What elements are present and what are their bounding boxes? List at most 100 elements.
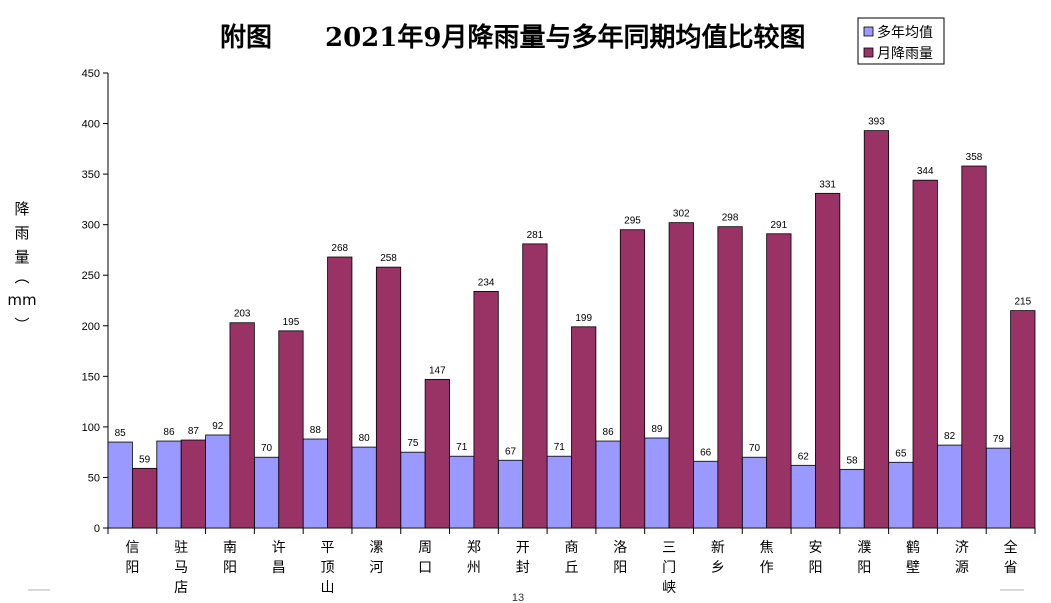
bar-avg	[302, 438, 328, 529]
category-label: 漯河	[369, 540, 383, 576]
category-label: 平顶山	[321, 540, 335, 596]
bar-rainfall	[473, 290, 499, 529]
category-label: 许昌	[272, 540, 286, 576]
y-axis-label: 降 雨 量 ︵ mm ︶	[7, 200, 36, 334]
bar-rainfall	[863, 130, 890, 529]
bar-avg	[497, 459, 524, 529]
data-label: 71	[554, 442, 566, 453]
bar-avg	[693, 460, 719, 529]
category-label: 新乡	[711, 540, 725, 576]
category-label: 濮阳	[857, 540, 871, 576]
bar-rainfall	[766, 233, 792, 529]
data-label: 358	[966, 152, 983, 163]
bar-avg	[253, 456, 280, 529]
bar-rainfall	[961, 165, 987, 529]
bar-avg	[741, 456, 768, 529]
category-label: 郑州	[467, 540, 481, 576]
category-label: 商丘	[565, 540, 579, 576]
data-label: 89	[651, 424, 663, 435]
category-label: 周口	[418, 540, 432, 576]
bar-rainfall	[375, 266, 402, 529]
bar-rainfall	[1010, 310, 1036, 529]
category-label: 济源	[955, 540, 969, 576]
bar-avg	[400, 451, 426, 529]
data-label: 70	[749, 443, 761, 454]
y-label-char: 雨	[14, 224, 29, 242]
data-label: 59	[139, 454, 151, 465]
data-label: 87	[188, 426, 200, 437]
data-label: 88	[310, 425, 322, 436]
bar-rainfall	[131, 467, 158, 529]
bar-rainfall	[717, 226, 743, 529]
data-label: 62	[798, 451, 810, 462]
bar-rainfall	[180, 439, 206, 529]
chart-title-prefix: 附图	[220, 23, 272, 53]
y-tick-label: 300	[82, 220, 100, 232]
y-tick-label: 0	[94, 523, 100, 535]
category-label: 南阳	[223, 540, 237, 576]
data-label: 82	[944, 431, 956, 442]
y-tick-label: 200	[82, 321, 100, 333]
y-label-char: ︵	[14, 268, 29, 286]
data-label: 79	[993, 434, 1005, 445]
data-label: 92	[212, 421, 224, 432]
data-label: 291	[771, 220, 788, 231]
bar-rainfall	[424, 378, 450, 529]
bar-avg	[595, 440, 621, 529]
y-label-char: 量	[14, 248, 29, 266]
data-label: 147	[429, 365, 446, 376]
data-label: 67	[505, 446, 517, 457]
bar-rainfall	[668, 222, 694, 529]
data-label: 86	[603, 427, 615, 438]
bar-avg	[546, 455, 572, 529]
data-label: 80	[359, 433, 371, 444]
data-label: 268	[331, 243, 348, 254]
data-label: 258	[380, 253, 397, 264]
data-label: 195	[283, 317, 300, 328]
bar-avg	[644, 437, 670, 529]
legend-swatch-rain	[863, 47, 874, 58]
bar-avg	[839, 468, 865, 529]
data-label: 331	[819, 179, 836, 190]
category-label: 焦作	[760, 540, 774, 576]
category-label: 驻马店	[174, 540, 188, 596]
data-label: 199	[575, 313, 592, 324]
bar-rainfall	[229, 322, 255, 529]
chart-title: 2021年9月降雨量与多年同期均值比较图	[325, 22, 805, 53]
data-label: 75	[407, 438, 419, 449]
data-label: 393	[868, 117, 885, 128]
category-label: 鹤壁	[906, 540, 920, 576]
legend: 多年均值 月降雨量	[857, 17, 945, 65]
y-tick-label: 250	[82, 270, 100, 282]
bar-avg	[449, 455, 475, 529]
bar-avg	[107, 441, 133, 529]
y-label-char: 降	[14, 200, 29, 218]
bar-avg	[985, 447, 1012, 529]
data-label: 234	[478, 277, 495, 288]
bar-rainfall	[619, 229, 646, 529]
category-label: 信阳	[125, 540, 139, 576]
y-tick-label: 350	[82, 169, 100, 181]
data-label: 281	[527, 230, 544, 241]
bar-avg	[205, 434, 231, 529]
y-tick-label: 450	[82, 68, 100, 80]
legend-label-avg: 多年均值	[877, 24, 933, 41]
category-label: 洛阳	[613, 540, 627, 576]
data-label: 58	[846, 455, 858, 466]
y-tick-label: 50	[88, 472, 100, 484]
category-label: 安阳	[808, 540, 822, 576]
data-label: 70	[261, 443, 273, 454]
category-label: 三门峡	[662, 540, 676, 596]
data-label: 295	[624, 216, 641, 227]
bar-rainfall	[278, 330, 304, 529]
bar-avg	[156, 440, 182, 529]
bar-rainfall	[571, 326, 597, 529]
bar-rainfall	[912, 179, 938, 529]
data-label: 85	[115, 428, 127, 439]
data-label: 71	[456, 442, 468, 453]
legend-swatch-avg	[863, 26, 874, 37]
data-label: 86	[163, 427, 175, 438]
bars	[107, 130, 1036, 529]
data-label: 302	[673, 209, 690, 220]
